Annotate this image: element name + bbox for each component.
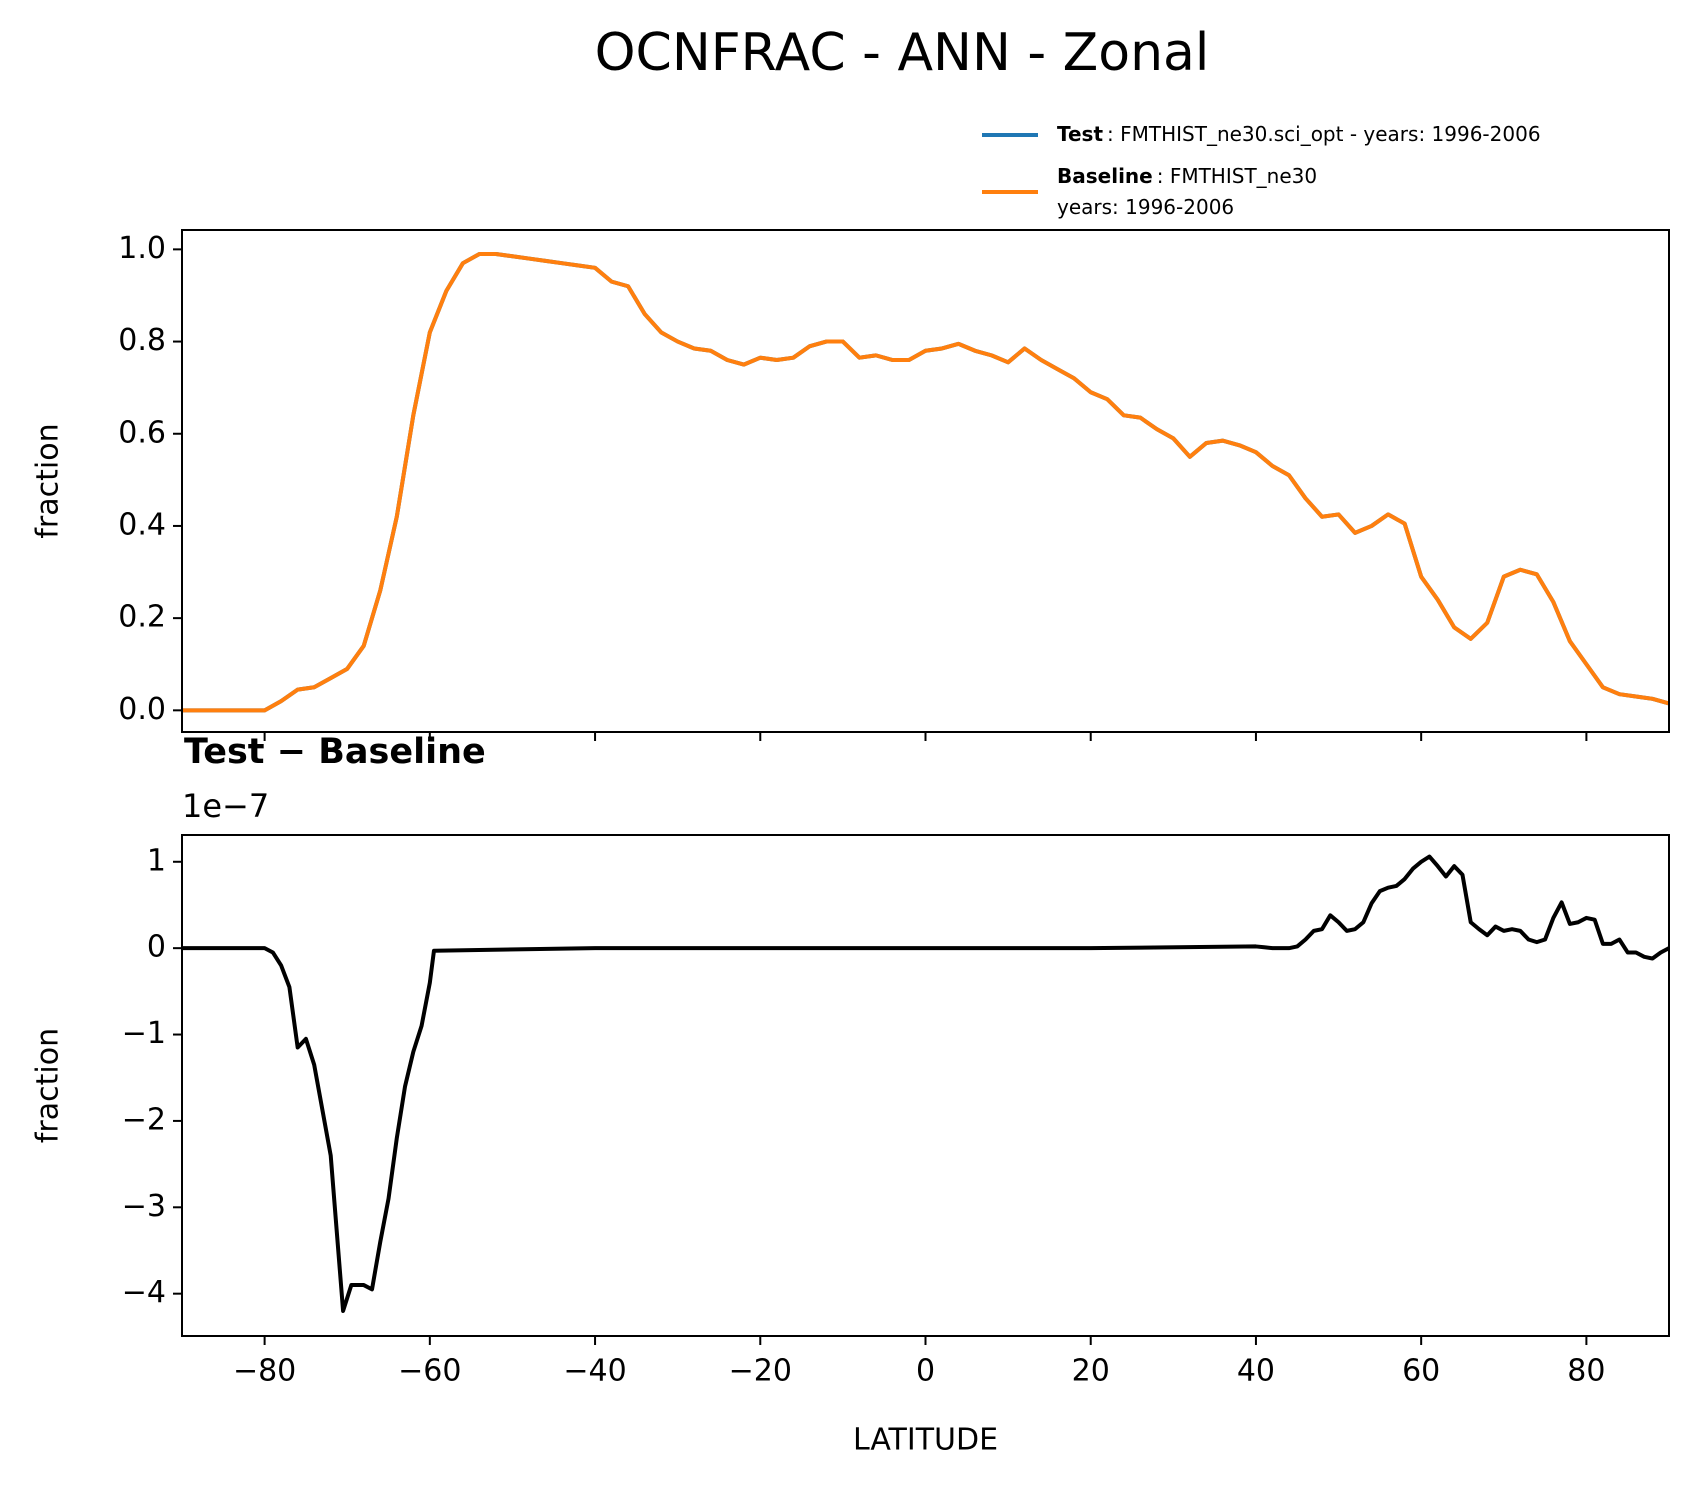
y-tick-label: −4 <box>122 1275 166 1310</box>
offset-text: 1e−7 <box>182 787 269 825</box>
legend-text: years: 1996-2006 <box>1057 195 1234 219</box>
legend-text: : FMTHIST_ne30.sci_opt - years: 1996-200… <box>1107 122 1541 146</box>
y-tick-label: 0.8 <box>118 323 166 358</box>
x-tick-label: −60 <box>398 1354 461 1389</box>
legend-text: : FMTHIST_ne30 <box>1157 164 1317 188</box>
y-tick-label: 1 <box>147 843 166 878</box>
plot-area <box>182 854 1669 1313</box>
x-tick-label: 20 <box>1072 1354 1110 1389</box>
x-axis-label: LATITUDE <box>853 1423 998 1458</box>
y-tick-label: 0.0 <box>118 692 166 727</box>
y-tick-label: 0 <box>147 930 166 965</box>
x-tick-label: −20 <box>729 1354 792 1389</box>
legend-name: Baseline <box>1057 164 1153 188</box>
legend-name: Test <box>1057 122 1103 146</box>
legend-label: Test: FMTHIST_ne30.sci_opt - years: 1996… <box>1057 122 1541 146</box>
x-tick-label: 0 <box>916 1354 935 1389</box>
y-axis-label: fraction <box>31 423 66 538</box>
figure-title: OCNFRAC - ANN - Zonal <box>595 23 1210 83</box>
y-axis-label: fraction <box>31 1028 66 1143</box>
y-tick-label: 0.6 <box>118 415 166 450</box>
y-tick-label: 1.0 <box>118 231 166 266</box>
plot-area <box>182 251 1669 713</box>
x-tick-label: 60 <box>1402 1354 1440 1389</box>
y-tick-label: −1 <box>122 1016 166 1051</box>
data-line <box>182 854 1669 1313</box>
legend-label: Baseline: FMTHIST_ne30 years: 1996-2006 <box>1057 164 1317 219</box>
x-tick-label: 40 <box>1237 1354 1275 1389</box>
axes-title: Test − Baseline <box>184 732 486 772</box>
y-tick-label: 0.2 <box>118 600 166 635</box>
data-line <box>182 251 1669 713</box>
x-tick-label: 80 <box>1567 1354 1605 1389</box>
x-tick-label: −80 <box>233 1354 296 1389</box>
y-tick-label: −3 <box>122 1189 166 1224</box>
y-tick-label: 0.4 <box>118 507 166 542</box>
x-tick-label: −40 <box>563 1354 626 1389</box>
y-tick-label: −2 <box>122 1102 166 1137</box>
